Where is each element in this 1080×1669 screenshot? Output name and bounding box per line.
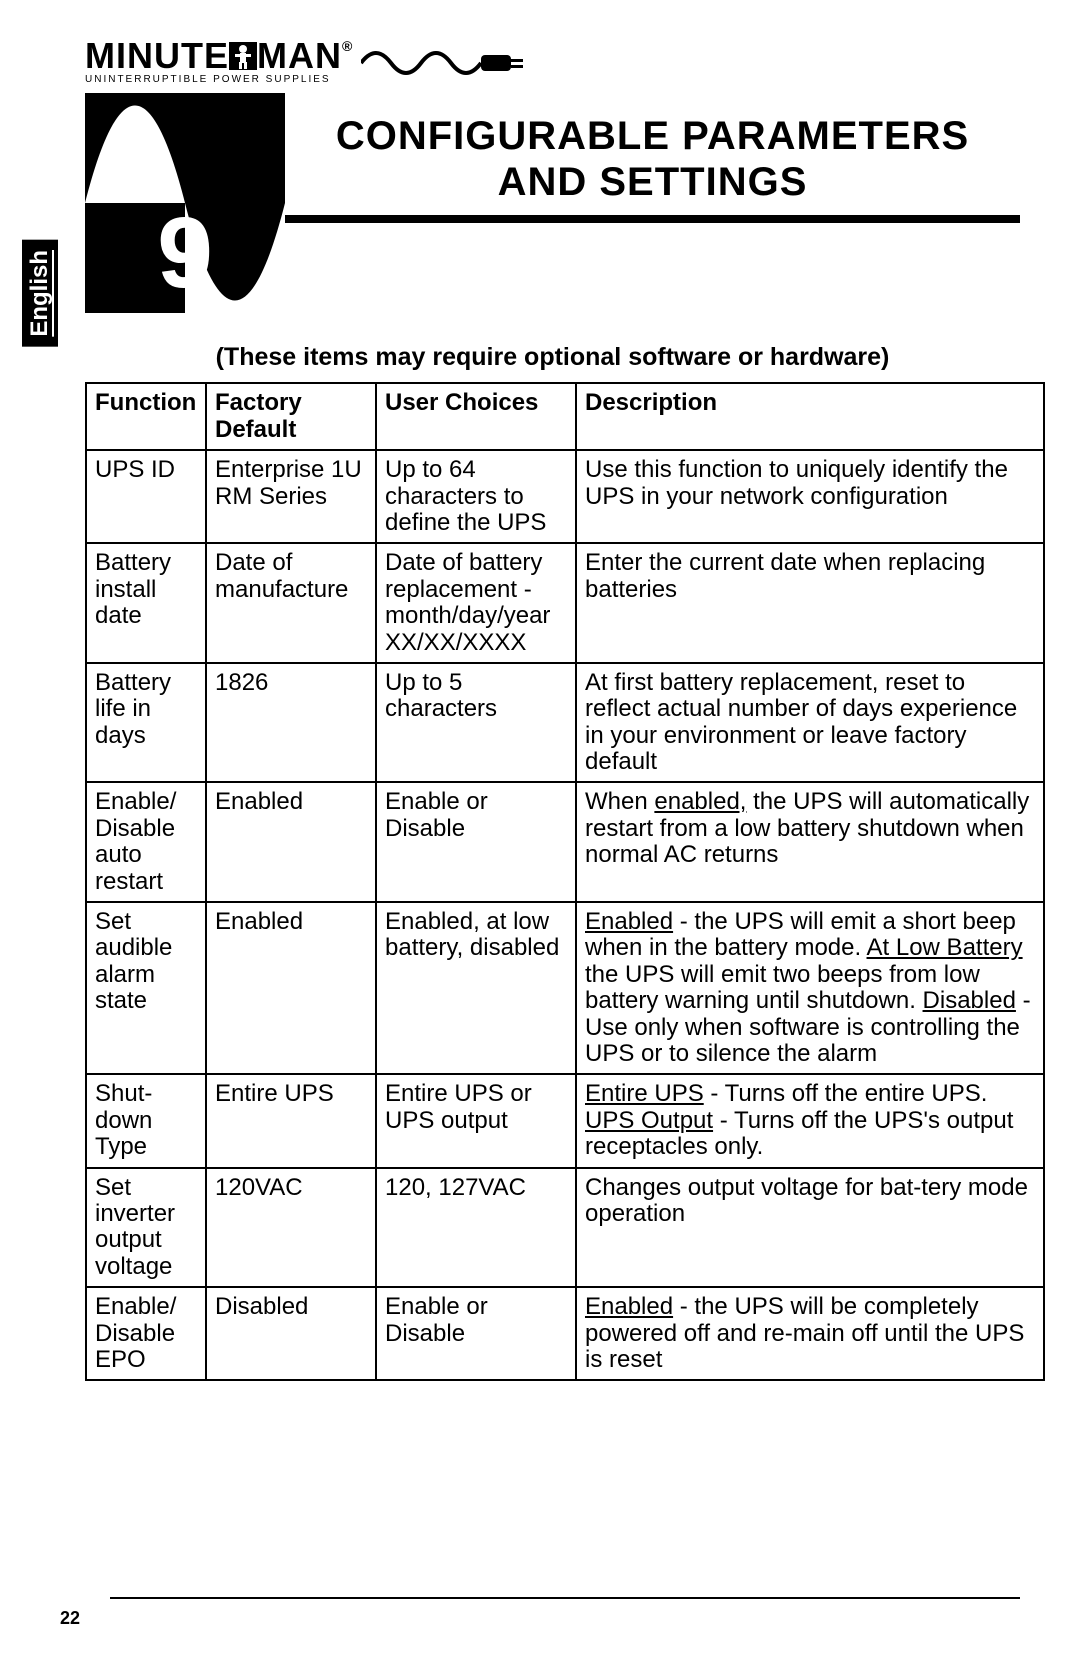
chapter-title-line2: AND SETTINGS: [498, 160, 808, 204]
table-row: UPS ID Enterprise 1U RM Series Up to 64 …: [86, 450, 1044, 543]
cell-function: Enable/ Disable EPO: [86, 1287, 206, 1380]
cell-description: At first battery replacement, reset to r…: [576, 663, 1044, 783]
table-row: Set inverter output voltage 120VAC 120, …: [86, 1168, 1044, 1288]
table-row: Battery install date Date of manufacture…: [86, 543, 1044, 663]
table-row: Battery life in days 1826 Up to 5 charac…: [86, 663, 1044, 783]
cell-function: Set inverter output voltage: [86, 1168, 206, 1288]
parameters-table: Function Factory Default User Choices De…: [85, 382, 1045, 1381]
cell-user: Enable or Disable: [376, 782, 576, 902]
registered-icon: ®: [342, 38, 353, 54]
chapter-number: 9: [85, 203, 285, 303]
cell-function: Shut-down Type: [86, 1074, 206, 1167]
cell-default: Enabled: [206, 902, 376, 1074]
brand-figure-icon: [229, 42, 257, 70]
language-tab: English: [22, 240, 58, 347]
cell-user: Date of battery replacement - month/day/…: [376, 543, 576, 663]
cell-default: Enabled: [206, 782, 376, 902]
manual-page: English MINUTEMAN® UNINTERRUPTIBLE POWER…: [0, 0, 1080, 1669]
cell-default: 120VAC: [206, 1168, 376, 1288]
cell-description: Enter the current date when replacing ba…: [576, 543, 1044, 663]
cell-user: Enable or Disable: [376, 1287, 576, 1380]
chapter-icon: 9: [85, 93, 285, 313]
cell-user: Entire UPS or UPS output: [376, 1074, 576, 1167]
cell-default: Enterprise 1U RM Series: [206, 450, 376, 543]
cell-description: Enabled - the UPS will emit a short beep…: [576, 902, 1044, 1074]
brand-name: MINUTEMAN®: [85, 40, 353, 72]
header-factory-default: Factory Default: [206, 383, 376, 450]
cell-default: Date of manufacture: [206, 543, 376, 663]
wave-plug-icon: [361, 43, 541, 83]
chapter-rule: [265, 215, 1020, 223]
cell-function: Battery life in days: [86, 663, 206, 783]
brand-tagline: UNINTERRUPTIBLE POWER SUPPLIES: [85, 74, 353, 85]
brand-name-part1: MINUTE: [85, 35, 229, 76]
table-body: UPS ID Enterprise 1U RM Series Up to 64 …: [86, 450, 1044, 1380]
header-user-choices: User Choices: [376, 383, 576, 450]
cell-description: When enabled, the UPS will automatically…: [576, 782, 1044, 902]
cell-default: Disabled: [206, 1287, 376, 1380]
footer-rule: [110, 1597, 1020, 1599]
header-area: MINUTEMAN® UNINTERRUPTIBLE POWER SUPPLIE…: [85, 40, 1020, 313]
table-row: Shut-down Type Entire UPS Entire UPS or …: [86, 1074, 1044, 1167]
table-row: Enable/ Disable EPO Disabled Enable or D…: [86, 1287, 1044, 1380]
chapter-block: 9 CONFIGURABLE PARAMETERS AND SETTINGS: [85, 93, 1020, 313]
table-row: Enable/ Disable auto restart Enabled Ena…: [86, 782, 1044, 902]
brand-name-part2: MAN: [257, 35, 342, 76]
cell-user: 120, 127VAC: [376, 1168, 576, 1288]
chapter-title-wrap: CONFIGURABLE PARAMETERS AND SETTINGS: [285, 113, 1020, 223]
cell-user: Enabled, at low battery, disabled: [376, 902, 576, 1074]
brand-logo: MINUTEMAN® UNINTERRUPTIBLE POWER SUPPLIE…: [85, 40, 1020, 85]
cell-function: Battery install date: [86, 543, 206, 663]
page-number: 22: [60, 1608, 80, 1629]
cell-user: Up to 64 characters to define the UPS: [376, 450, 576, 543]
cell-default: Entire UPS: [206, 1074, 376, 1167]
chapter-title-line1: CONFIGURABLE PARAMETERS: [336, 114, 969, 158]
table-header-row: Function Factory Default User Choices De…: [86, 383, 1044, 450]
cell-function: UPS ID: [86, 450, 206, 543]
cell-function: Set audible alarm state: [86, 902, 206, 1074]
cell-default: 1826: [206, 663, 376, 783]
table-row: Set audible alarm state Enabled Enabled,…: [86, 902, 1044, 1074]
cell-description: Changes output voltage for bat-tery mode…: [576, 1168, 1044, 1288]
cell-description: Enabled - the UPS will be completely pow…: [576, 1287, 1044, 1380]
cell-description: Use this function to uniquely identify t…: [576, 450, 1044, 543]
chapter-title: CONFIGURABLE PARAMETERS AND SETTINGS: [285, 113, 1020, 205]
header-description: Description: [576, 383, 1044, 450]
cell-user: Up to 5 characters: [376, 663, 576, 783]
brand-text-block: MINUTEMAN® UNINTERRUPTIBLE POWER SUPPLIE…: [85, 40, 353, 85]
cell-description: Entire UPS - Turns off the entire UPS.UP…: [576, 1074, 1044, 1167]
cell-function: Enable/ Disable auto restart: [86, 782, 206, 902]
header-function: Function: [86, 383, 206, 450]
note-line: (These items may require optional softwa…: [85, 343, 1020, 372]
